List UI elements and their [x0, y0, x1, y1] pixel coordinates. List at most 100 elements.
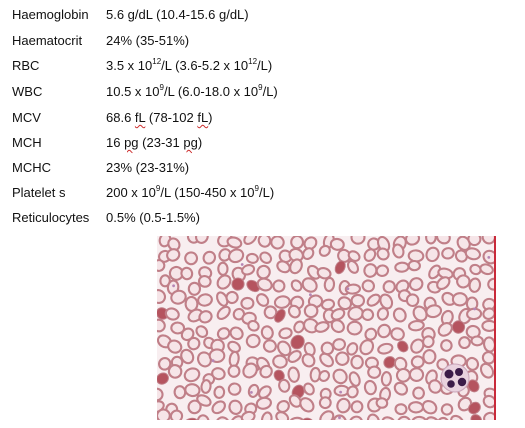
red-blood-cell: [376, 247, 390, 261]
red-blood-cell: [228, 399, 243, 415]
red-blood-cell: [227, 364, 241, 378]
red-blood-cell: [375, 397, 389, 409]
red-blood-cell: [364, 327, 378, 341]
red-blood-cell: [270, 236, 285, 250]
red-blood-cell: [211, 367, 226, 381]
red-blood-cell: [440, 403, 454, 416]
result-label: RBC: [12, 58, 40, 73]
red-blood-cell: [408, 277, 424, 292]
red-blood-cell: [245, 252, 259, 264]
result-label: Haemoglobin: [12, 7, 89, 22]
red-blood-cell: [316, 266, 332, 280]
red-blood-cell: [481, 351, 494, 365]
result-value: 24% (35-51%): [106, 33, 190, 48]
red-blood-cell: [195, 236, 209, 244]
platelet: [211, 359, 215, 363]
red-blood-cell: [397, 415, 412, 420]
red-blood-cell: [332, 368, 348, 385]
red-blood-cell: [157, 289, 167, 304]
red-blood-cell: [363, 248, 377, 262]
red-blood-cell: [451, 320, 466, 334]
cell-nucleus-lobe: [457, 377, 467, 387]
red-blood-cell: [180, 348, 195, 365]
red-blood-cell: [404, 236, 421, 246]
red-blood-cell: [303, 236, 318, 251]
result-label: Reticulocytes: [12, 210, 90, 225]
red-blood-cell: [421, 399, 438, 415]
red-blood-cell: [379, 293, 394, 310]
red-blood-cell: [319, 410, 335, 420]
red-blood-cell: [216, 305, 231, 320]
platelet: [172, 284, 175, 288]
result-label: MCH: [12, 135, 42, 150]
white-blood-cell: [440, 363, 470, 393]
red-blood-cell: [287, 350, 302, 363]
red-blood-cell: [259, 251, 273, 264]
red-blood-cell: [187, 336, 201, 351]
red-blood-cell: [318, 370, 331, 382]
red-blood-cell: [425, 416, 441, 420]
platelet: [487, 256, 491, 259]
red-blood-cell: [183, 367, 201, 383]
red-blood-cell: [411, 415, 428, 420]
red-blood-cell: [217, 261, 229, 276]
red-blood-cell: [202, 250, 217, 265]
red-blood-cell: [256, 277, 273, 292]
red-blood-cell: [470, 414, 482, 420]
red-blood-cell: [441, 247, 455, 260]
red-blood-cell: [226, 236, 243, 249]
red-blood-cell: [180, 266, 194, 281]
red-blood-cell: [393, 381, 409, 396]
blood-smear-image: [157, 236, 494, 420]
red-blood-cell: [288, 394, 302, 408]
cell-nucleus-lobe: [444, 369, 454, 379]
red-blood-cell: [377, 323, 392, 339]
red-blood-cell: [287, 304, 301, 319]
red-blood-cell: [346, 259, 360, 274]
red-blood-cell: [394, 261, 410, 273]
red-blood-cell: [435, 236, 451, 245]
red-blood-cell: [157, 387, 164, 402]
red-blood-cell: [323, 276, 336, 293]
red-blood-cell: [350, 354, 364, 370]
red-blood-cell: [481, 236, 494, 245]
red-blood-cell: [187, 281, 202, 296]
red-blood-cell: [346, 385, 359, 399]
red-blood-cell: [290, 334, 305, 350]
image-edge-line: [494, 236, 496, 420]
result-value: 0.5% (0.5-1.5%): [106, 210, 200, 225]
red-blood-cell: [255, 396, 272, 410]
red-blood-cell: [255, 293, 270, 307]
result-value: 16 pg (23-31 pg): [106, 135, 203, 150]
red-blood-cell: [377, 342, 394, 355]
red-blood-cell: [407, 249, 425, 263]
red-blood-cell: [366, 293, 381, 307]
red-blood-cell: [318, 396, 332, 410]
red-blood-cell: [407, 259, 421, 272]
red-blood-cell: [301, 353, 316, 368]
red-blood-cell: [167, 364, 183, 379]
red-blood-cell: [382, 280, 396, 294]
red-blood-cell: [262, 339, 277, 353]
red-blood-cell: [169, 409, 184, 420]
red-blood-cell: [482, 307, 494, 320]
red-blood-cell: [196, 394, 212, 407]
red-blood-cell: [170, 321, 186, 335]
red-blood-cell: [469, 263, 482, 276]
platelet: [309, 293, 312, 297]
red-blood-cell: [195, 325, 209, 338]
result-label: WBC: [12, 84, 43, 99]
red-blood-cell: [483, 411, 494, 420]
red-blood-cell: [240, 410, 256, 420]
red-blood-cell: [363, 263, 378, 278]
red-blood-cell: [425, 246, 440, 263]
red-blood-cell: [225, 290, 239, 305]
red-blood-cell: [257, 236, 272, 248]
red-blood-cell: [467, 379, 480, 393]
red-blood-cell: [394, 403, 408, 416]
red-blood-cell: [367, 365, 382, 379]
red-blood-cell: [290, 236, 305, 250]
red-blood-cell: [380, 371, 392, 387]
red-blood-cell: [347, 250, 361, 262]
red-blood-cell: [425, 304, 443, 319]
